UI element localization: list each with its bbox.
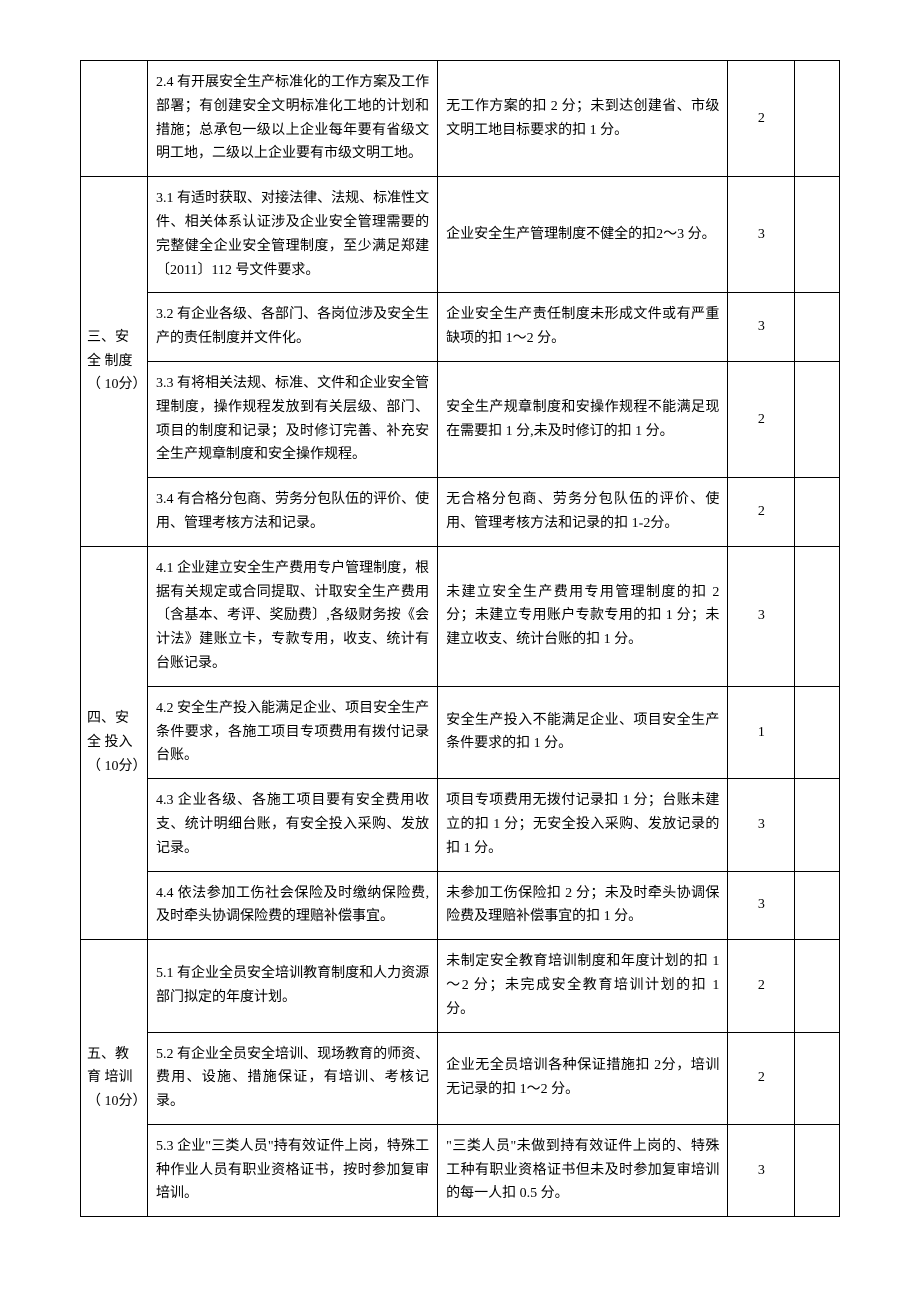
deduction-cell: 企业安全生产管理制度不健全的扣2～3 分。 xyxy=(438,177,728,293)
blank-cell xyxy=(795,686,840,778)
deduction-cell: 项目专项费用无拨付记录扣 1 分；台账未建立的扣 1 分；无安全投入采购、发放记… xyxy=(438,779,728,871)
item-cell: 3.4 有合格分包商、劳务分包队伍的评价、使用、管理考核方法和记录。 xyxy=(147,478,437,547)
blank-cell xyxy=(795,361,840,477)
deduction-cell: 安全生产规章制度和安操作规程不能满足现在需要扣 1 分,未及时修订的扣 1 分。 xyxy=(438,361,728,477)
item-cell: 3.1 有适时获取、对接法律、法规、标准性文件、相关体系认证涉及企业安全管理需要… xyxy=(147,177,437,293)
table-row: 3.3 有将相关法规、标准、文件和企业安全管理制度，操作规程发放到有关层级、部门… xyxy=(81,361,840,477)
deduction-cell: 无合格分包商、劳务分包队伍的评价、使用、管理考核方法和记录的扣 1-2分。 xyxy=(438,478,728,547)
deduction-cell: 未建立安全生产费用专用管理制度的扣 2 分；未建立专用账户专款专用的扣 1 分；… xyxy=(438,546,728,686)
blank-cell xyxy=(795,779,840,871)
item-cell: 4.1 企业建立安全生产费用专户管理制度，根据有关规定或合同提取、计取安全生产费… xyxy=(147,546,437,686)
blank-cell xyxy=(795,293,840,362)
blank-cell xyxy=(795,61,840,177)
table-row: 3.4 有合格分包商、劳务分包队伍的评价、使用、管理考核方法和记录。无合格分包商… xyxy=(81,478,840,547)
table-row: 4.2 安全生产投入能满足企业、项目安全生产条件要求，各施工项目专项费用有拨付记… xyxy=(81,686,840,778)
table-row: 3.2 有企业各级、各部门、各岗位涉及安全生产的责任制度并文件化。企业安全生产责… xyxy=(81,293,840,362)
blank-cell xyxy=(795,1032,840,1124)
score-cell: 3 xyxy=(728,779,795,871)
score-cell: 2 xyxy=(728,1032,795,1124)
deduction-cell: "三类人员"未做到持有效证件上岗的、特殊工种有职业资格证书但未及时参加复审培训的… xyxy=(438,1124,728,1216)
table-row: 5.3 企业"三类人员"持有效证件上岗，特殊工种作业人员有职业资格证书，按时参加… xyxy=(81,1124,840,1216)
blank-cell xyxy=(795,940,840,1032)
table-row: 三、安全 制度（ 10分）3.1 有适时获取、对接法律、法规、标准性文件、相关体… xyxy=(81,177,840,293)
table-row: 4.3 企业各级、各施工项目要有安全费用收支、统计明细台账，有安全投入采购、发放… xyxy=(81,779,840,871)
deduction-cell: 企业无全员培训各种保证措施扣 2分，培训无记录的扣 1～2 分。 xyxy=(438,1032,728,1124)
item-cell: 3.3 有将相关法规、标准、文件和企业安全管理制度，操作规程发放到有关层级、部门… xyxy=(147,361,437,477)
deduction-cell: 未参加工伤保险扣 2 分；未及时牵头协调保险费及理赔补偿事宜的扣 1 分。 xyxy=(438,871,728,940)
score-cell: 1 xyxy=(728,686,795,778)
blank-cell xyxy=(795,546,840,686)
score-cell: 3 xyxy=(728,546,795,686)
item-cell: 2.4 有开展安全生产标准化的工作方案及工作部署；有创建安全文明标准化工地的计划… xyxy=(147,61,437,177)
score-cell: 3 xyxy=(728,177,795,293)
table-row: 5.2 有企业全员安全培训、现场教育的师资、费用、设施、措施保证，有培训、考核记… xyxy=(81,1032,840,1124)
table-row: 五、教育 培训（ 10分）5.1 有企业全员安全培训教育制度和人力资源部门拟定的… xyxy=(81,940,840,1032)
item-cell: 3.2 有企业各级、各部门、各岗位涉及安全生产的责任制度并文件化。 xyxy=(147,293,437,362)
category-cell: 五、教育 培训（ 10分） xyxy=(81,940,148,1217)
blank-cell xyxy=(795,177,840,293)
category-cell xyxy=(81,61,148,177)
item-cell: 5.1 有企业全员安全培训教育制度和人力资源部门拟定的年度计划。 xyxy=(147,940,437,1032)
score-cell: 3 xyxy=(728,871,795,940)
item-cell: 5.2 有企业全员安全培训、现场教育的师资、费用、设施、措施保证，有培训、考核记… xyxy=(147,1032,437,1124)
assessment-table: 2.4 有开展安全生产标准化的工作方案及工作部署；有创建安全文明标准化工地的计划… xyxy=(80,60,840,1217)
score-cell: 3 xyxy=(728,1124,795,1216)
score-cell: 2 xyxy=(728,940,795,1032)
score-cell: 3 xyxy=(728,293,795,362)
category-cell: 四、安全 投入（ 10分） xyxy=(81,546,148,939)
category-cell: 三、安全 制度（ 10分） xyxy=(81,177,148,547)
deduction-cell: 无工作方案的扣 2 分；未到达创建省、市级文明工地目标要求的扣 1 分。 xyxy=(438,61,728,177)
blank-cell xyxy=(795,1124,840,1216)
item-cell: 5.3 企业"三类人员"持有效证件上岗，特殊工种作业人员有职业资格证书，按时参加… xyxy=(147,1124,437,1216)
item-cell: 4.4 依法参加工伤社会保险及时缴纳保险费,及时牵头协调保险费的理赔补偿事宜。 xyxy=(147,871,437,940)
deduction-cell: 未制定安全教育培训制度和年度计划的扣 1～2 分；未完成安全教育培训计划的扣 1… xyxy=(438,940,728,1032)
table-row: 四、安全 投入（ 10分）4.1 企业建立安全生产费用专户管理制度，根据有关规定… xyxy=(81,546,840,686)
table-row: 4.4 依法参加工伤社会保险及时缴纳保险费,及时牵头协调保险费的理赔补偿事宜。未… xyxy=(81,871,840,940)
deduction-cell: 企业安全生产责任制度未形成文件或有严重缺项的扣 1～2 分。 xyxy=(438,293,728,362)
score-cell: 2 xyxy=(728,478,795,547)
score-cell: 2 xyxy=(728,61,795,177)
item-cell: 4.2 安全生产投入能满足企业、项目安全生产条件要求，各施工项目专项费用有拨付记… xyxy=(147,686,437,778)
item-cell: 4.3 企业各级、各施工项目要有安全费用收支、统计明细台账，有安全投入采购、发放… xyxy=(147,779,437,871)
score-cell: 2 xyxy=(728,361,795,477)
blank-cell xyxy=(795,478,840,547)
blank-cell xyxy=(795,871,840,940)
deduction-cell: 安全生产投入不能满足企业、项目安全生产条件要求的扣 1 分。 xyxy=(438,686,728,778)
table-row: 2.4 有开展安全生产标准化的工作方案及工作部署；有创建安全文明标准化工地的计划… xyxy=(81,61,840,177)
